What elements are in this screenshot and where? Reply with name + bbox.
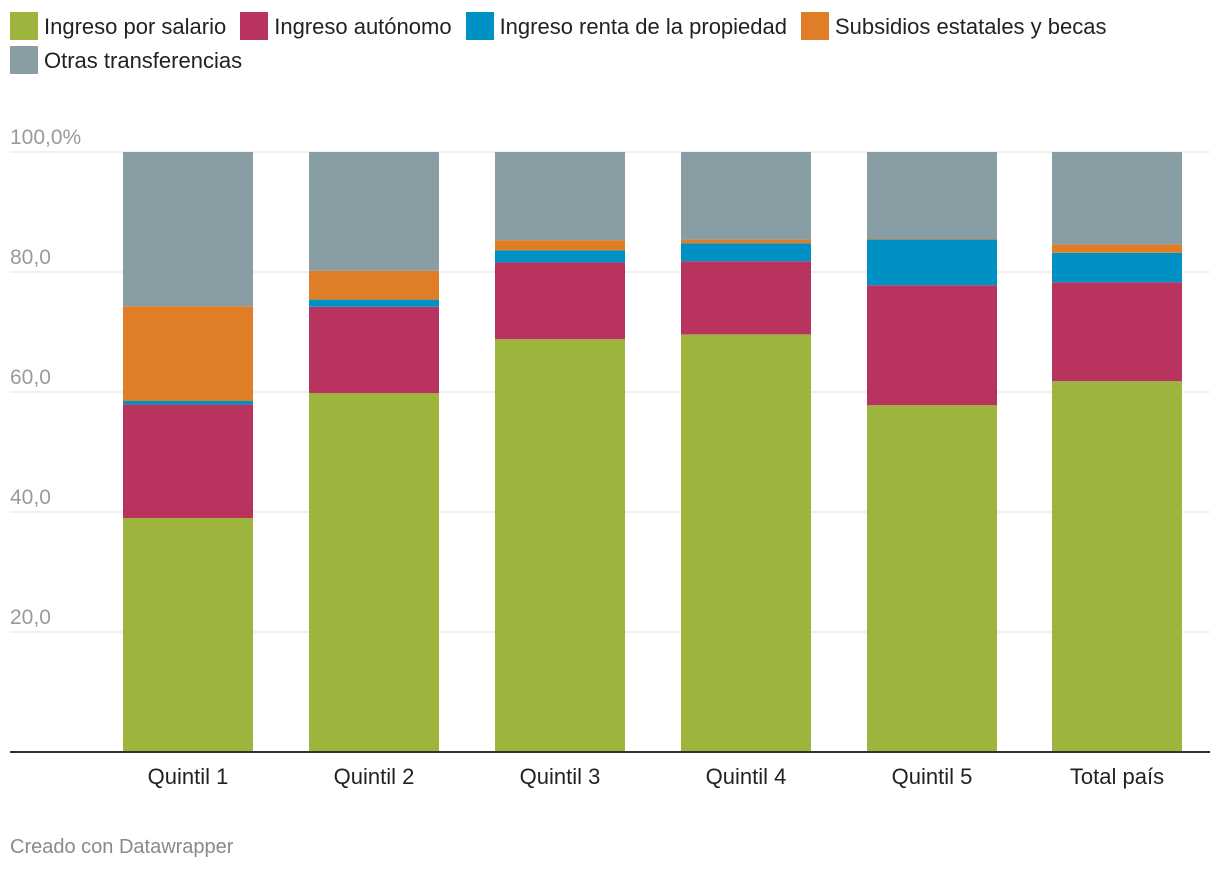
bar-segment-4-5 <box>681 152 811 240</box>
bar-segment-5-3 <box>867 239 997 286</box>
bar-segment-6-4 <box>1052 244 1182 253</box>
x-tick-label: Quintil 5 <box>892 764 973 789</box>
bar-segment-1-4 <box>123 306 253 401</box>
bar-segment-2-2 <box>309 306 439 394</box>
bar-segment-5-4 <box>867 239 997 240</box>
legend-swatch <box>240 12 269 40</box>
bar-segment-4-4 <box>681 239 811 244</box>
legend-item: Subsidios estatales y becas <box>801 10 1107 44</box>
legend-swatch <box>10 12 38 40</box>
bar-segment-5-1 <box>867 405 997 752</box>
bar-segment-6-1 <box>1052 381 1182 752</box>
x-tick-label: Total país <box>1070 764 1164 789</box>
bar-segment-1-5 <box>123 152 253 307</box>
bar-segment-4-2 <box>681 261 811 335</box>
x-tick-label: Quintil 4 <box>706 764 787 789</box>
bar-segment-6-3 <box>1052 252 1182 283</box>
legend-label: Otras transferencias <box>44 48 243 73</box>
legend-item: Ingreso renta de la propiedad <box>465 10 787 44</box>
bar-segment-1-2 <box>123 404 253 518</box>
y-tick-label: 60,0 <box>10 366 51 389</box>
bar-segment-3-3 <box>495 250 625 263</box>
x-tick-label: Quintil 1 <box>148 764 229 789</box>
bar-segment-2-4 <box>309 270 439 300</box>
bar-segment-6-2 <box>1052 282 1182 382</box>
bar-segment-2-3 <box>309 299 439 307</box>
bar-segment-1-1 <box>123 518 253 752</box>
legend: Ingreso por salario Ingreso autónomo Ingre… <box>10 10 1200 78</box>
x-tick-label: Quintil 2 <box>334 764 415 789</box>
y-tick-label: 100,0% <box>10 126 81 149</box>
bar-segment-5-5 <box>867 152 997 239</box>
y-tick-label: 80,0 <box>10 246 51 269</box>
bar-segment-3-1 <box>495 339 625 752</box>
legend-item: Ingreso autónomo <box>240 10 452 44</box>
legend-item: Otras transferencias <box>10 44 242 78</box>
legend-swatch <box>465 12 494 40</box>
footer-credit: Creado con Datawrapper <box>10 836 234 858</box>
legend-label: Ingreso autónomo <box>274 14 452 39</box>
bar-segment-4-1 <box>681 334 811 752</box>
legend-swatch <box>10 46 38 74</box>
bar-segment-1-3 <box>123 401 253 405</box>
y-tick-label: 20,0 <box>10 606 51 629</box>
bar-segment-6-5 <box>1052 152 1182 245</box>
x-tick-label: Quintil 3 <box>520 764 601 789</box>
legend-label: Subsidios estatales y becas <box>835 14 1107 39</box>
bar-segment-3-4 <box>495 240 625 251</box>
bar-segment-5-2 <box>867 285 997 406</box>
y-tick-label: 40,0 <box>10 486 51 509</box>
bar-segment-3-5 <box>495 152 625 241</box>
bar-segment-2-1 <box>309 393 439 752</box>
legend-label: Ingreso por salario <box>44 14 227 39</box>
legend-label: Ingreso renta de la propiedad <box>499 14 787 39</box>
bar-segment-3-2 <box>495 262 625 340</box>
bar-segment-2-5 <box>309 152 439 271</box>
legend-item: Ingreso por salario <box>10 10 226 44</box>
legend-swatch <box>801 12 829 40</box>
bar-segment-4-3 <box>681 243 811 262</box>
